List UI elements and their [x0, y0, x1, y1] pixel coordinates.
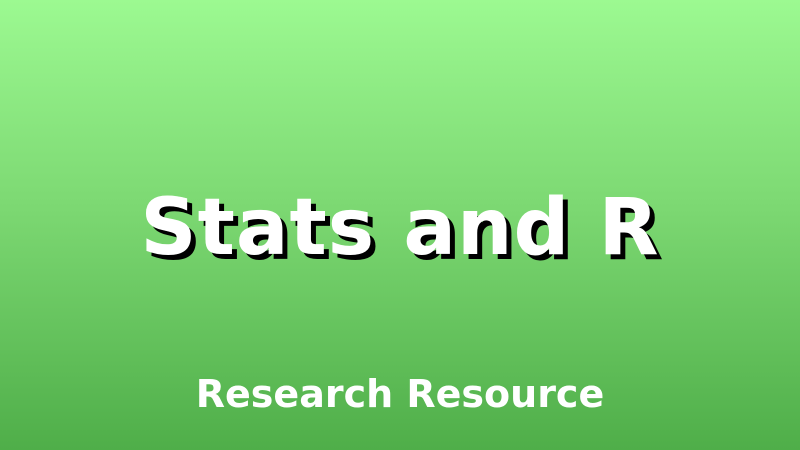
banner-subtitle: Research Resource	[195, 372, 605, 416]
banner-title: Stats and R	[140, 183, 660, 273]
